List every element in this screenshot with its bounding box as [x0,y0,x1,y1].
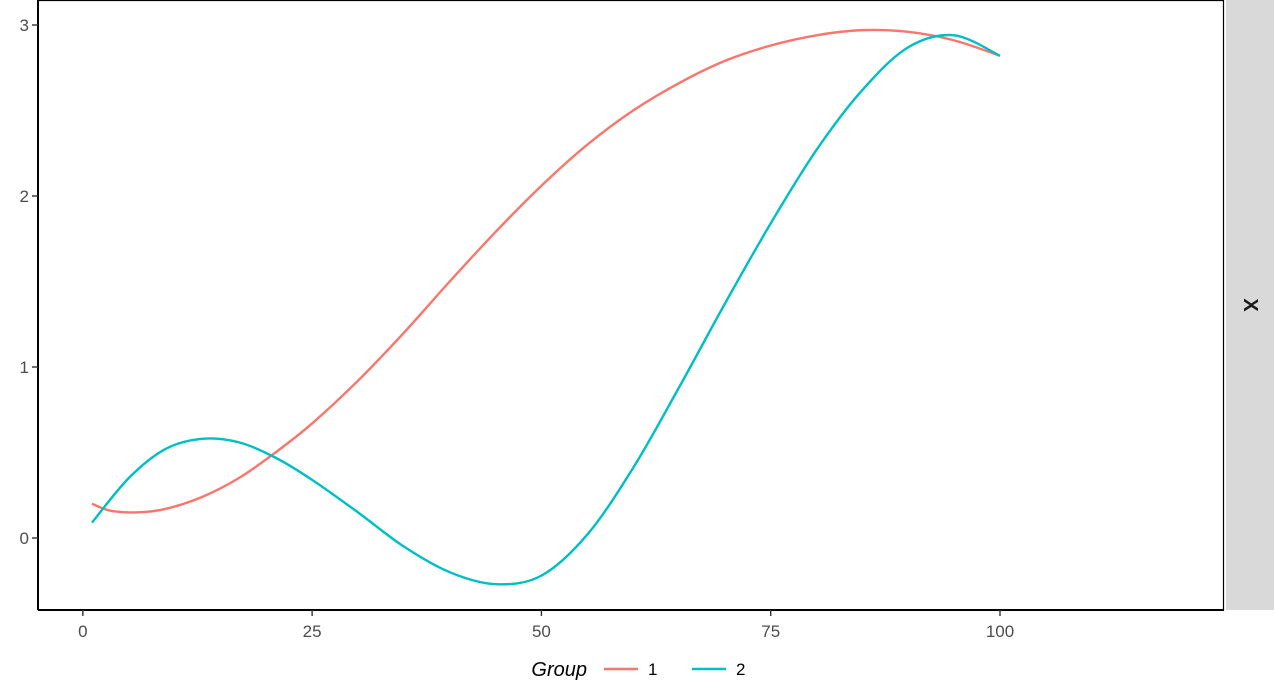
plot-panel [38,0,1224,610]
legend-label-1: 1 [648,660,657,679]
x-tick-label: 25 [303,622,322,641]
axes-layer: 0 1 2 3 0 25 50 75 100 [20,0,1225,641]
y-tick-label: 0 [20,529,29,548]
facet-strip-background [1226,0,1274,610]
facet-strip: X [1226,0,1274,610]
x-tick-label: 0 [78,622,87,641]
x-tick-label: 50 [532,622,551,641]
series-line-2 [91,33,1001,586]
legend-title: Group [531,659,587,681]
legend: Group 1 2 [531,659,745,681]
series-layer [38,0,1224,610]
x-tick-label: 100 [986,622,1014,641]
x-tick-label: 75 [761,622,780,641]
facet-strip-label: X [1239,298,1261,312]
series-line-1 [91,28,1001,514]
y-tick-label: 2 [20,187,29,206]
y-tick-label: 1 [20,358,29,377]
y-tick-label: 3 [20,16,29,35]
legend-label-2: 2 [736,660,745,679]
